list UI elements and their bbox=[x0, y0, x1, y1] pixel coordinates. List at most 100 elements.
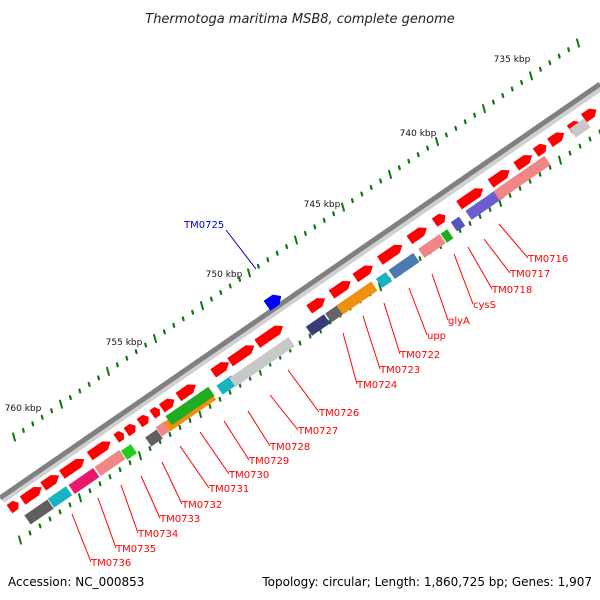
scale-tick bbox=[520, 79, 524, 85]
inner-tick bbox=[378, 282, 382, 292]
scale-tick bbox=[59, 399, 63, 409]
gene-label[interactable]: glyA bbox=[448, 316, 470, 327]
scale-tick bbox=[87, 381, 91, 388]
gene-domain-shape bbox=[24, 499, 54, 525]
inner-tick bbox=[148, 446, 152, 452]
inner-tick bbox=[468, 220, 472, 226]
label-leaders bbox=[71, 223, 529, 563]
gene-arrow-shape bbox=[254, 325, 284, 348]
gene-label[interactable]: TM0732 bbox=[181, 500, 222, 511]
scale-tick bbox=[50, 408, 54, 414]
scale-tick bbox=[275, 250, 279, 256]
gene-label[interactable]: TM0723 bbox=[379, 365, 420, 376]
inner-tick bbox=[98, 481, 102, 487]
gene-arrow-shape bbox=[40, 475, 60, 491]
scale-tick bbox=[444, 132, 448, 138]
gene-label[interactable]: upp bbox=[427, 331, 446, 342]
gene-arrow bbox=[377, 244, 403, 265]
gene-arrow bbox=[328, 280, 351, 299]
gene-label[interactable]: TM0730 bbox=[228, 470, 269, 481]
gene-label[interactable]: TM0722 bbox=[399, 350, 440, 361]
inner-tick bbox=[38, 523, 42, 529]
scale-tick bbox=[332, 211, 336, 217]
gene-arrow bbox=[513, 155, 533, 171]
inner-tick bbox=[108, 474, 112, 480]
gene-domain bbox=[145, 429, 163, 447]
gene-label[interactable]: TM0724 bbox=[356, 380, 397, 391]
gene-domain-shape bbox=[229, 337, 295, 387]
scale-tick bbox=[228, 283, 232, 289]
gene-arrow bbox=[59, 458, 85, 479]
gene-leader bbox=[140, 475, 161, 519]
gene-leader bbox=[179, 445, 210, 489]
scale-tick bbox=[181, 316, 185, 322]
gene-domain bbox=[388, 252, 420, 280]
gene-labels: TM0716 TM0717 TM0718 cysS glyA upp TM072… bbox=[90, 254, 568, 569]
highlighted-gene-arrow bbox=[263, 294, 282, 311]
scale-tick bbox=[219, 289, 223, 296]
gene-label[interactable]: cysS bbox=[473, 300, 496, 311]
gene-domain-shape bbox=[47, 486, 73, 508]
inner-tick bbox=[458, 227, 462, 234]
gene-label[interactable]: TM0735 bbox=[115, 544, 156, 555]
kbp-label: 740 kbp bbox=[400, 129, 437, 139]
gene-arrow bbox=[406, 227, 427, 245]
gene-arrow-shape bbox=[136, 414, 149, 428]
inner-tick bbox=[18, 535, 22, 545]
scale-tick bbox=[341, 202, 345, 212]
gene-label[interactable]: TM0736 bbox=[90, 558, 131, 569]
scale-tick bbox=[125, 355, 129, 361]
gene-arrow bbox=[123, 423, 136, 437]
scale-tick bbox=[576, 38, 580, 48]
scale-tick bbox=[360, 191, 364, 197]
gene-label[interactable]: TM0726 bbox=[318, 408, 359, 419]
scale-tick bbox=[407, 158, 411, 164]
inner-tick bbox=[68, 502, 72, 508]
map-title: Thermotoga maritima MSB8, complete genom… bbox=[145, 12, 454, 27]
gene-label[interactable]: TM0728 bbox=[269, 442, 310, 453]
inner-tick bbox=[78, 493, 82, 503]
scale-tick bbox=[68, 395, 72, 401]
gene-leader bbox=[467, 246, 493, 290]
gene-leader bbox=[120, 484, 139, 534]
gene-domain-shape bbox=[305, 314, 331, 336]
gene-arrow-shape bbox=[175, 384, 196, 402]
gene-domain-shape bbox=[493, 155, 551, 201]
gene-domain-shape bbox=[120, 444, 138, 460]
gene-label[interactable]: TM0727 bbox=[297, 426, 338, 437]
scale-tick bbox=[322, 217, 326, 223]
gene-domain bbox=[418, 234, 446, 258]
scale-tick bbox=[106, 366, 110, 376]
gene-arrow-shape bbox=[6, 500, 19, 514]
gene-label[interactable]: TM0716 bbox=[527, 254, 568, 265]
gene-arrow bbox=[40, 475, 60, 491]
gene-arrow bbox=[149, 407, 161, 419]
gene-label[interactable]: TM0717 bbox=[509, 269, 550, 280]
gene-domain bbox=[155, 421, 171, 437]
scale-tick bbox=[144, 342, 148, 348]
scale-tick bbox=[97, 375, 101, 381]
scale-tick bbox=[454, 125, 458, 131]
gene-arrow bbox=[210, 362, 230, 378]
highlighted-gene-arrow-shape bbox=[263, 294, 282, 311]
gene-label[interactable]: TM0733 bbox=[159, 514, 200, 525]
gene-arrow-shape bbox=[113, 431, 125, 443]
inner-tick bbox=[138, 450, 142, 461]
scale-tick bbox=[388, 169, 392, 179]
gene-label[interactable]: TM0734 bbox=[137, 529, 178, 540]
scale-tick bbox=[247, 268, 251, 278]
gene-leader bbox=[223, 420, 250, 461]
scale-tick bbox=[379, 178, 383, 184]
inner-tick bbox=[218, 396, 222, 402]
gene-arrow bbox=[431, 213, 446, 227]
scale-tick bbox=[285, 244, 289, 250]
scale-tick bbox=[350, 198, 354, 204]
gene-domain bbox=[305, 314, 331, 336]
scale-tick bbox=[238, 276, 242, 282]
gene-label[interactable]: TM0718 bbox=[491, 285, 532, 296]
gene-arrow-shape bbox=[19, 486, 42, 505]
highlighted-gene-label[interactable]: TM0725 bbox=[183, 220, 224, 231]
gene-label[interactable]: TM0731 bbox=[208, 484, 249, 495]
inner-tick bbox=[208, 403, 212, 409]
gene-label[interactable]: TM0729 bbox=[248, 456, 289, 467]
